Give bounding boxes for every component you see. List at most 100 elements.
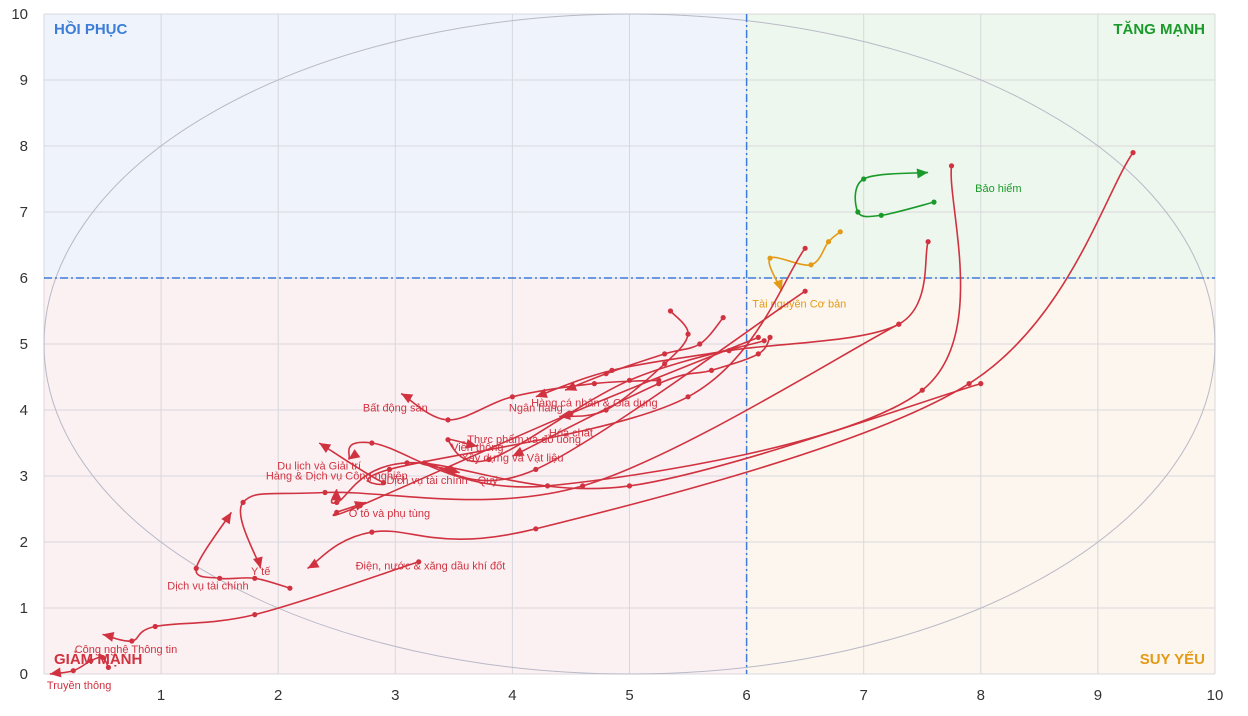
series-trail: Viễn thông xyxy=(445,338,767,463)
quadrant-label: TĂNG MẠNH xyxy=(1113,21,1205,38)
x-tick-label: 1 xyxy=(157,687,165,704)
trail-point xyxy=(369,440,375,446)
quadrant-label: HỒI PHỤC xyxy=(54,20,128,38)
quadrant-label: GIẢM MẠNH xyxy=(54,651,142,668)
quadrant-labels: HỒI PHỤC TĂNG MẠNH GIẢM MẠNH SUY YẾU xyxy=(54,20,1205,668)
trail-point xyxy=(240,499,246,505)
trail-point xyxy=(445,437,451,443)
trail-arrowhead xyxy=(319,443,332,454)
trail-arrowhead xyxy=(348,449,361,460)
trail-point xyxy=(591,381,597,387)
series-trail: Truyền thông xyxy=(47,654,111,692)
trail-point xyxy=(767,255,773,261)
trail-point xyxy=(533,466,539,472)
trail-point xyxy=(533,526,539,532)
series-label: Bất động sản xyxy=(363,402,428,414)
series-trail: Ô tô và phụ tùng xyxy=(332,334,761,520)
trail-point xyxy=(802,288,808,294)
threshold-lines xyxy=(44,14,1215,674)
trail-arrowhead xyxy=(49,667,62,678)
trail-point xyxy=(404,460,410,466)
trail-point xyxy=(99,654,106,661)
x-tick-label: 9 xyxy=(1094,687,1102,704)
x-tick-label: 5 xyxy=(625,687,633,704)
trail-point xyxy=(755,351,761,357)
series-trail: Tài nguyên Cơ bản xyxy=(752,229,846,311)
x-tick-label: 10 xyxy=(1207,687,1224,704)
reference-ellipse xyxy=(43,13,1216,675)
series-label: Du lịch và Giải trí xyxy=(277,460,361,472)
y-tick-label: 6 xyxy=(20,270,28,287)
trail-point xyxy=(896,321,902,327)
series-label: Ô tô và phụ tùng xyxy=(349,507,430,520)
trail-point xyxy=(837,229,843,235)
trail-point xyxy=(808,262,814,268)
reference-ellipse xyxy=(43,13,1216,675)
trail-point xyxy=(656,381,662,387)
trail-arrowhead xyxy=(331,489,342,501)
quadrant-label: SUY YẾU xyxy=(1140,651,1205,668)
trail-point xyxy=(252,575,258,581)
trail-point xyxy=(380,480,387,486)
x-tick-label: 8 xyxy=(977,687,985,704)
series-label: Điện, nước & xăng dầu khí đốt xyxy=(356,561,506,573)
series-trail: Du lịch và Giải trí xyxy=(277,163,962,489)
trail-point xyxy=(88,658,94,664)
trail-point xyxy=(334,499,340,505)
trail-point xyxy=(322,489,328,496)
trail-point xyxy=(925,239,931,245)
trail-point xyxy=(509,394,515,400)
series-label: Công nghệ Thông tin xyxy=(75,644,178,656)
series-trail: Bất động sản xyxy=(363,377,662,423)
trail-point xyxy=(685,394,691,400)
trail-point xyxy=(252,612,258,618)
trail-point xyxy=(626,483,633,489)
trail-point xyxy=(217,575,223,581)
x-tick-label: 6 xyxy=(742,687,750,704)
trail-point xyxy=(761,338,767,344)
trail-point xyxy=(416,559,422,565)
trail-point xyxy=(626,377,633,383)
y-tick-label: 3 xyxy=(20,468,28,485)
y-tick-label: 4 xyxy=(20,402,28,419)
trail-point xyxy=(193,565,199,572)
y-tick-label: 7 xyxy=(20,204,28,221)
series-trail: Dịch vụ tài chính xyxy=(167,511,293,593)
trail-point xyxy=(720,315,726,321)
trail-point xyxy=(697,341,703,347)
trail-point xyxy=(685,331,691,337)
trail-point xyxy=(1130,150,1136,156)
trail-point xyxy=(662,361,668,367)
x-tick-label: 4 xyxy=(508,687,516,704)
trail-arrowhead xyxy=(512,446,525,457)
trail-arrowhead xyxy=(102,631,115,642)
trail-point xyxy=(568,410,574,416)
y-tick-label: 2 xyxy=(20,534,28,551)
trail-point xyxy=(603,371,609,377)
trail-point xyxy=(667,308,674,314)
trail-arrowhead xyxy=(307,558,320,569)
trail-point xyxy=(978,381,984,387)
trail-arrowhead xyxy=(773,279,783,292)
trail-point xyxy=(878,212,884,218)
x-tick-label: 2 xyxy=(274,687,282,704)
trail-arrowhead xyxy=(465,439,478,449)
y-tick-label: 0 xyxy=(20,666,28,683)
series-label: Y tế xyxy=(251,566,270,578)
series-trail: Công nghệ Thông tin xyxy=(75,559,422,656)
trail-line xyxy=(102,561,419,642)
series-trail: Bảo hiểm xyxy=(854,168,1022,218)
y-tick-label: 1 xyxy=(20,600,28,617)
series-label: Truyền thông xyxy=(47,680,111,692)
trail-arrowhead xyxy=(221,512,232,525)
series-label: Tài nguyên Cơ bản xyxy=(752,299,846,311)
trail-line xyxy=(512,336,771,457)
trail-arrowhead xyxy=(916,168,929,179)
trail-point xyxy=(855,209,861,215)
trail-arrowhead xyxy=(354,501,367,511)
x-tick-label: 3 xyxy=(391,687,399,704)
series-label: Bảo hiểm xyxy=(975,183,1021,195)
series-label: Dịch vụ tài chính - Quỹ xyxy=(386,475,498,487)
